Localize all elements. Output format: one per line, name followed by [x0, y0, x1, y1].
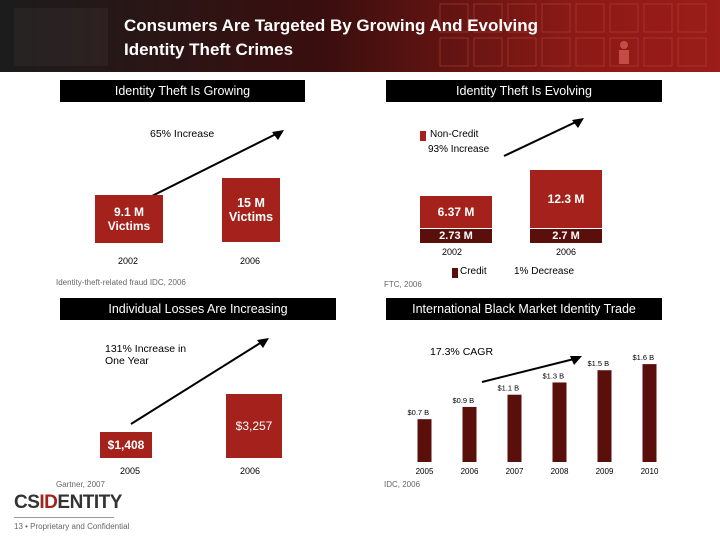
- black-market-chart: $0.7 B 2005 $0.9 B 2006 $1.1 B 2007 $1.3 B 2008…: [400, 350, 670, 480]
- noncredit-2006-bar: 12.3 M: [530, 170, 602, 228]
- chart-year-label-2005: 2005: [416, 467, 434, 476]
- cagr-arrow: [481, 356, 582, 383]
- evolving-year-2002: 2002: [442, 247, 463, 257]
- losses-arrow: [130, 338, 269, 425]
- chart-year-label-2010: 2010: [641, 467, 659, 476]
- section-losses-title: Individual Losses Are Increasing: [60, 298, 336, 320]
- chart-year-label-2009: 2009: [596, 467, 614, 476]
- header-pattern-left: [14, 8, 108, 66]
- chart-bar-2010: [642, 364, 657, 462]
- losses-year-2005: 2005: [120, 466, 141, 476]
- chart-bar-2009: [597, 370, 612, 462]
- credit-label: Credit: [460, 266, 487, 277]
- page-title-line1: Consumers Are Targeted By Growing And Ev…: [124, 16, 539, 35]
- losses-increase-line2: One Year: [105, 355, 149, 367]
- evolving-source: FTC, 2006: [384, 280, 422, 289]
- noncredit-2002-bar: 6.37 M: [420, 196, 492, 228]
- chart-value-label-2008: $1.3 B: [543, 371, 565, 380]
- noncredit-legend-swatch: [420, 131, 426, 141]
- header-banner: [0, 0, 720, 72]
- black-market-chart-svg: $0.7 B 2005 $0.9 B 2006 $1.1 B 2007 $1.3 B 2008…: [408, 353, 659, 476]
- noncredit-increase: 93% Increase: [428, 144, 490, 155]
- section-growing-title: Identity Theft Is Growing: [60, 80, 305, 102]
- logo-part3: ENTITY: [57, 492, 122, 513]
- company-logo: CSIDENTITY: [14, 492, 122, 514]
- page-title: Consumers Are Targeted By Growing And Ev…: [124, 14, 624, 62]
- chart-bar-2006: [462, 406, 477, 462]
- chart-source: IDC, 2006: [384, 480, 421, 489]
- chart-title: International Black Market Identity Trad…: [386, 298, 662, 320]
- chart-bar-2007: [507, 394, 522, 462]
- victims-2006-box: 15 M Victims: [222, 178, 280, 242]
- chart-value-label-2010: $1.6 B: [633, 353, 655, 362]
- losses-2006-box: $3,257: [226, 394, 282, 458]
- footer-divider: [14, 517, 114, 518]
- credit-decrease: 1% Decrease: [514, 266, 575, 277]
- credit-2006-bar: 2.7 M: [530, 229, 602, 243]
- losses-increase: 131% Increase in One Year: [105, 343, 186, 367]
- victims-2002-box: 9.1 M Victims: [95, 195, 163, 243]
- chart-year-label-2007: 2007: [506, 467, 524, 476]
- noncredit-label: Non-Credit: [430, 129, 479, 140]
- chart-bar-2005: [417, 419, 432, 462]
- header-people-pattern: [439, 3, 707, 67]
- growing-source: Identity-theft-related fraud IDC, 2006: [56, 278, 186, 287]
- logo-part1: CS: [14, 492, 40, 513]
- evolving-year-2006: 2006: [556, 247, 577, 257]
- losses-year-2006: 2006: [240, 466, 261, 476]
- losses-2005-box: $1,408: [100, 432, 152, 458]
- cagr-annotation: 17.3% CAGR: [430, 346, 494, 358]
- chart-value-label-2006: $0.9 B: [453, 396, 475, 405]
- chart-value-label-2009: $1.5 B: [588, 359, 610, 368]
- chart-year-label-2006: 2006: [461, 467, 479, 476]
- losses-source: Gartner, 2007: [56, 480, 105, 489]
- growing-year-2006: 2006: [240, 256, 261, 266]
- chart-year-label-2008: 2008: [551, 467, 569, 476]
- growing-year-2002: 2002: [118, 256, 139, 266]
- chart-bar-2008: [552, 382, 567, 462]
- credit-legend-swatch: [452, 268, 458, 278]
- chart-value-label-2007: $1.1 B: [498, 384, 520, 393]
- logo-part2: ID: [39, 492, 58, 513]
- page-title-line2: Identity Theft Crimes: [124, 40, 294, 59]
- losses-increase-line1: 131% Increase in: [105, 343, 187, 355]
- growing-increase-label: 65% Increase: [150, 128, 215, 140]
- chart-value-label-2005: $0.7 B: [408, 408, 430, 417]
- credit-2002-bar: 2.73 M: [420, 229, 492, 243]
- footer-page-text: 13 • Proprietary and Confidential: [14, 522, 130, 531]
- noncredit-arrow: [503, 118, 584, 157]
- section-evolving-title: Identity Theft Is Evolving: [386, 80, 662, 102]
